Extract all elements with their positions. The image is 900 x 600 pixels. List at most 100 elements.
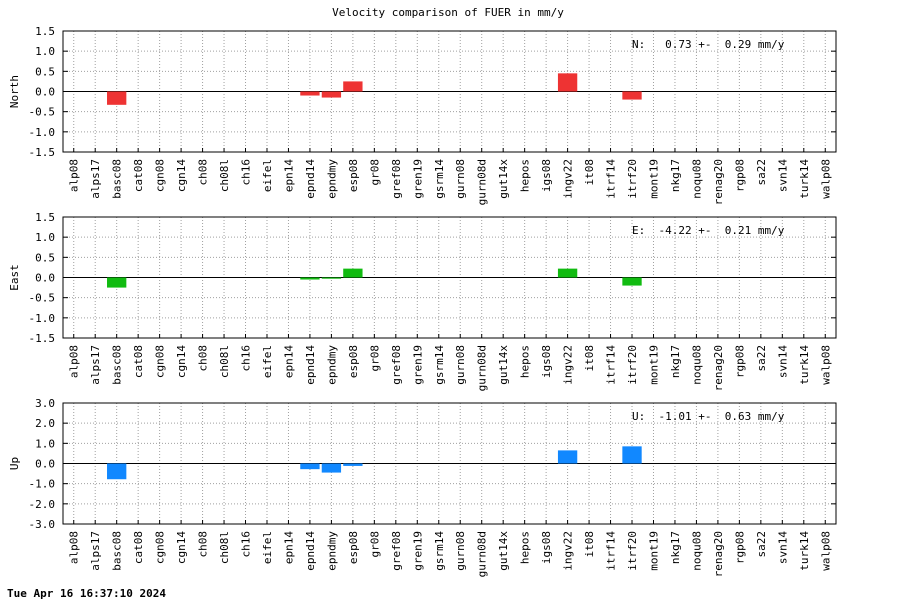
x-tick-label-epn14: epn14 — [282, 345, 295, 378]
x-tick-label-cat08: cat08 — [132, 531, 145, 564]
y-tick-label: 1.0 — [35, 45, 55, 58]
y-axis-label: East — [8, 264, 21, 291]
x-tick-label-noqu08: noqu08 — [690, 345, 703, 385]
x-tick-label-cat08: cat08 — [132, 159, 145, 192]
x-tick-label-cgn08: cgn08 — [154, 159, 167, 192]
x-tick-label-it08: it08 — [583, 531, 596, 558]
x-tick-label-gren19: gren19 — [411, 159, 424, 199]
x-tick-label-itrf20: itrf20 — [626, 159, 639, 199]
y-tick-label: -0.5 — [29, 292, 56, 305]
x-tick-label-mont19: mont19 — [647, 345, 660, 385]
x-tick-label-it08: it08 — [583, 345, 596, 372]
x-tick-label-basc08: basc08 — [111, 159, 124, 199]
x-tick-label-itrf14: itrf14 — [605, 345, 618, 385]
x-tick-label-walp08: walp08 — [819, 531, 832, 571]
x-tick-label-rgp08: rgp08 — [733, 531, 746, 564]
x-tick-label-gref08: gref08 — [390, 531, 403, 571]
x-tick-label-noqu08: noqu08 — [690, 159, 703, 199]
plot-frame — [62, 30, 837, 153]
x-tick-label-gr08: gr08 — [368, 345, 381, 372]
x-tick-label-gsrm14: gsrm14 — [433, 159, 446, 199]
x-tick-label-turk14: turk14 — [798, 531, 811, 571]
x-tick-label-ch08: ch08 — [197, 345, 210, 372]
x-tick-label-cat08: cat08 — [132, 345, 145, 378]
x-tick-label-gurn08: gurn08 — [454, 531, 467, 571]
x-tick-label-gren19: gren19 — [411, 345, 424, 385]
x-tick-label-ingv22: ingv22 — [562, 159, 575, 199]
x-tick-label-nkg17: nkg17 — [669, 159, 682, 192]
y-tick-label: -1.5 — [29, 332, 56, 345]
x-tick-label-gsrm14: gsrm14 — [433, 531, 446, 571]
y-tick-label: 0.5 — [35, 251, 55, 264]
bar-north-esp08 — [343, 81, 363, 92]
x-tick-label-ch08l: ch08l — [218, 531, 231, 564]
y-tick-label: -1.0 — [29, 478, 56, 491]
y-tick-label: -2.0 — [29, 498, 56, 511]
panels: 1.5 1.0 0.5 0.0 -0.5 -1.0 -1.5 alp08 alps17 basc0… — [8, 25, 837, 577]
x-tick-label-nkg17: nkg17 — [669, 531, 682, 564]
y-tick-label: -1.0 — [29, 126, 56, 139]
x-tick-label-sa22: sa22 — [755, 345, 768, 372]
x-tick-label-gut14x: gut14x — [497, 345, 510, 385]
x-tick-label-hepos: hepos — [519, 531, 532, 564]
bar-east-epnd14 — [300, 277, 320, 280]
x-tick-label-gsrm14: gsrm14 — [433, 345, 446, 385]
x-tick-label-gurn08d: gurn08d — [476, 531, 489, 577]
x-tick-label-igs08: igs08 — [540, 159, 553, 192]
x-tick-label-alp08: alp08 — [68, 531, 81, 564]
x-tick-label-turk14: turk14 — [798, 345, 811, 385]
x-tick-label-alps17: alps17 — [89, 159, 102, 199]
x-tick-label-alps17: alps17 — [89, 531, 102, 571]
bar-up-epndmy — [321, 463, 342, 473]
x-tick-label-cgn08: cgn08 — [154, 345, 167, 378]
x-tick-label-igs08: igs08 — [540, 345, 553, 378]
x-tick-label-epn14: epn14 — [282, 159, 295, 192]
x-tick-label-sa22: sa22 — [755, 159, 768, 186]
y-tick-label: 2.0 — [35, 417, 55, 430]
x-tick-label-gref08: gref08 — [390, 159, 403, 199]
x-tick-label-cgn14: cgn14 — [175, 345, 188, 378]
bar-east-ingv22 — [557, 268, 578, 278]
x-tick-label-sa22: sa22 — [755, 531, 768, 558]
x-tick-label-gurn08: gurn08 — [454, 345, 467, 385]
x-tick-label-turk14: turk14 — [798, 159, 811, 199]
x-tick-label-ch08: ch08 — [197, 159, 210, 186]
x-tick-label-basc08: basc08 — [111, 531, 124, 571]
stat-annotation: U: -1.01 +- 0.63 mm/y — [632, 410, 785, 423]
y-tick-label: 0.5 — [35, 65, 55, 78]
panel-east: 1.5 1.0 0.5 0.0 -0.5 -1.0 -1.5 alp08 alps17 basc0… — [8, 211, 837, 391]
x-tick-label-epnd14: epnd14 — [304, 345, 317, 385]
x-tick-label-ch16: ch16 — [240, 531, 253, 558]
x-tick-label-nkg17: nkg17 — [669, 345, 682, 378]
x-tick-label-svn14: svn14 — [776, 345, 789, 378]
bar-up-ingv22 — [557, 450, 578, 464]
y-tick-label: 1.0 — [35, 437, 55, 450]
bar-north-basc08 — [107, 91, 127, 105]
x-tick-label-gut14x: gut14x — [497, 531, 510, 571]
x-tick-label-ch16: ch16 — [240, 345, 253, 372]
bar-north-epndmy — [321, 91, 342, 98]
stat-annotation: N: 0.73 +- 0.29 mm/y — [632, 38, 785, 51]
x-tick-label-itrf20: itrf20 — [626, 345, 639, 385]
x-tick-label-itrf14: itrf14 — [605, 531, 618, 571]
plot-frame — [62, 402, 837, 525]
x-tick-label-gr08: gr08 — [368, 159, 381, 186]
stat-annotation: E: -4.22 +- 0.21 mm/y — [632, 224, 785, 237]
x-tick-label-gurn08: gurn08 — [454, 159, 467, 199]
x-tick-label-esp08: esp08 — [347, 531, 360, 564]
x-tick-label-esp08: esp08 — [347, 345, 360, 378]
x-tick-label-epnd14: epnd14 — [304, 159, 317, 199]
y-tick-label: 1.5 — [35, 25, 55, 38]
x-tick-label-epnd14: epnd14 — [304, 531, 317, 571]
x-tick-label-hepos: hepos — [519, 159, 532, 192]
y-tick-label: 3.0 — [35, 397, 55, 410]
y-tick-label: -1.0 — [29, 312, 56, 325]
x-tick-label-ingv22: ingv22 — [562, 531, 575, 571]
x-tick-label-gren19: gren19 — [411, 531, 424, 571]
bar-north-epnd14 — [300, 91, 320, 96]
x-tick-label-epndmy: epndmy — [325, 159, 338, 199]
bar-east-itrf20 — [622, 277, 642, 286]
x-tick-label-alps17: alps17 — [89, 345, 102, 385]
x-tick-label-svn14: svn14 — [776, 531, 789, 564]
